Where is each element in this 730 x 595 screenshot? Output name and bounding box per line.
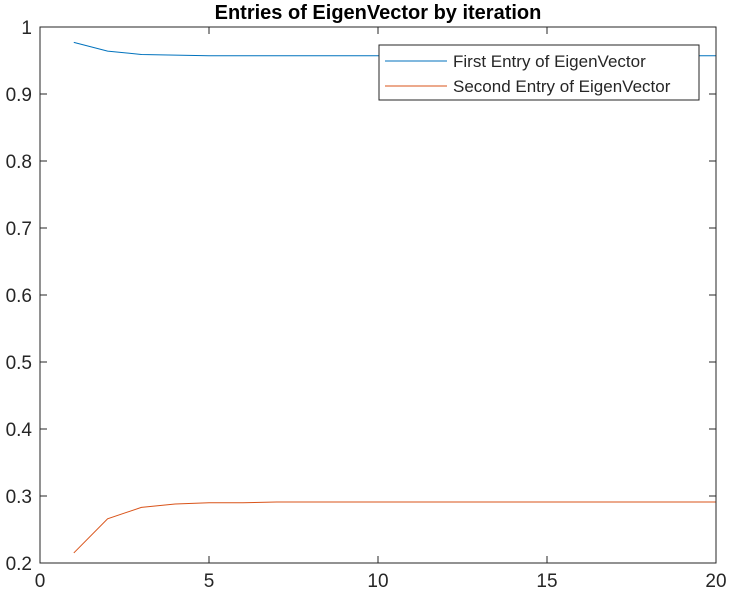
y-tick-label: 1 bbox=[21, 18, 32, 39]
y-tick-label: 0.3 bbox=[6, 487, 32, 508]
x-tick-label: 20 bbox=[705, 571, 726, 592]
x-tick-label: 15 bbox=[536, 571, 557, 592]
x-tick-label: 0 bbox=[35, 571, 46, 592]
legend-label-first-entry: First Entry of EigenVector bbox=[453, 52, 646, 71]
y-tick-label: 0.5 bbox=[6, 353, 32, 374]
y-tick-label: 0.8 bbox=[6, 152, 32, 173]
plot-area-frame bbox=[39, 26, 717, 564]
y-tick-label: 0.4 bbox=[6, 420, 33, 441]
x-tick-label: 5 bbox=[204, 571, 215, 592]
ticks-layer: 0 5 10 15 20 0.2 0.3 0.4 0.5 0.6 0.7 0.8 0.9 1 bbox=[6, 18, 727, 592]
legend: First Entry of EigenVector Second Entry … bbox=[378, 44, 700, 101]
y-tick-label: 0.7 bbox=[6, 219, 32, 240]
y-tick-label: 0.2 bbox=[6, 554, 32, 575]
legend-box bbox=[378, 44, 700, 101]
series-layer bbox=[73, 41, 716, 554]
x-tick-label: 10 bbox=[367, 571, 388, 592]
y-tick-label: 0.9 bbox=[6, 85, 32, 106]
chart-title: Entries of EigenVector by iteration bbox=[215, 2, 542, 24]
legend-label-second-entry: Second Entry of EigenVector bbox=[453, 77, 671, 96]
y-tick-label: 0.6 bbox=[6, 286, 32, 307]
series-line-second-entry bbox=[73, 501, 716, 554]
